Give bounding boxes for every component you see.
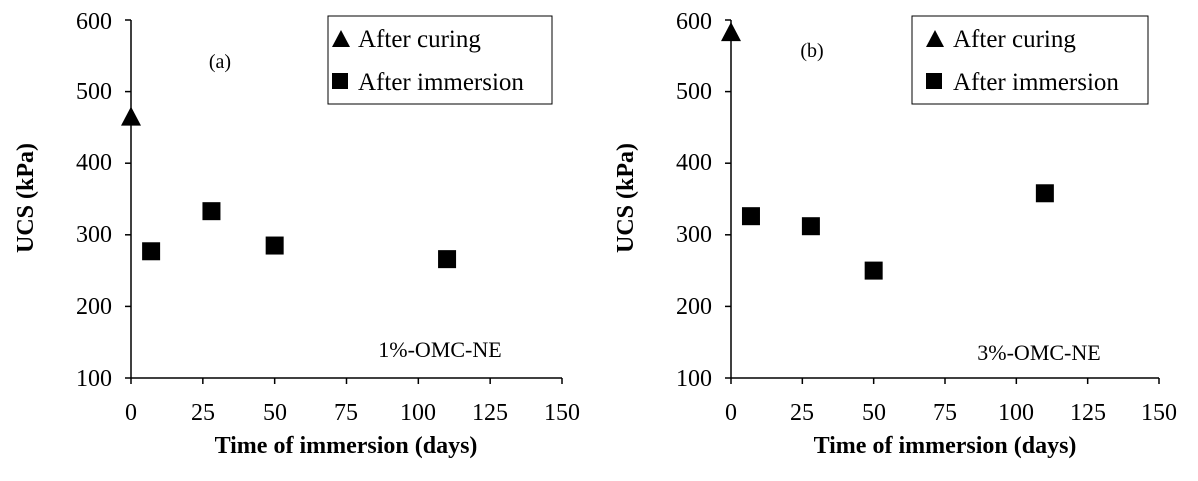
data-point-triangle [721, 22, 741, 42]
legend-frame [911, 15, 1149, 105]
x-tick-label: 0 [125, 400, 137, 426]
y-tick-label: 100 [676, 366, 712, 392]
legend-label: After curing [953, 26, 1076, 53]
panel-label: (a) [209, 51, 231, 73]
y-tick-label: 600 [76, 9, 112, 35]
y-tick-label: 100 [76, 366, 112, 392]
panel-label: (b) [800, 40, 823, 62]
y-tick-label: 600 [676, 9, 712, 35]
x-tick-label: 25 [790, 400, 814, 426]
data-point-square [438, 250, 457, 269]
legend-triangle-icon [332, 30, 350, 47]
y-tick-label: 200 [76, 294, 112, 320]
x-tick-label: 125 [472, 400, 508, 426]
x-tick-label: 150 [544, 400, 580, 426]
legend-square-icon [926, 73, 942, 89]
x-tick-label: 75 [334, 400, 358, 426]
x-tick-label: 100 [400, 400, 436, 426]
x-tick-label: 75 [933, 400, 957, 426]
y-tick-label: 500 [76, 79, 112, 105]
y-tick-label: 200 [676, 294, 712, 320]
y-tick-label: 400 [676, 150, 712, 176]
y-tick-label: 300 [76, 222, 112, 248]
data-point-square [142, 242, 161, 261]
legend: After curing After immersion [911, 15, 1149, 105]
data-point-square [265, 236, 284, 255]
legend-label: After immersion [953, 69, 1119, 96]
y-tick-label: 400 [76, 150, 112, 176]
y-axis-title: UCS (kPa) [13, 143, 39, 253]
x-tick-label: 0 [725, 400, 737, 426]
data-point-square [864, 261, 883, 280]
data-point-square [1035, 184, 1054, 203]
x-axis-title: Time of immersion (days) [814, 433, 1077, 459]
legend: After curing After immersion [327, 15, 553, 105]
legend-label: After immersion [358, 69, 524, 96]
legend-label: After curing [358, 26, 481, 53]
legend-frame [327, 15, 553, 105]
x-tick-label: 50 [862, 400, 886, 426]
x-tick-label: 125 [1070, 400, 1106, 426]
sample-annotation: 3%-OMC-NE [977, 340, 1100, 365]
x-axis-title: Time of immersion (days) [215, 433, 478, 459]
data-point-triangle [121, 106, 141, 126]
data-point-square [202, 202, 221, 221]
data-point-square [801, 217, 820, 236]
data-point-square [741, 207, 760, 226]
x-tick-label: 150 [1141, 400, 1177, 426]
x-tick-label: 100 [998, 400, 1034, 426]
legend-square-icon [332, 73, 348, 89]
x-tick-label: 50 [263, 400, 287, 426]
y-tick-label: 300 [676, 222, 712, 248]
chart-panel-b: 100 200 300 400 500 600 0 25 50 75 100 1… [613, 9, 1177, 459]
legend-triangle-icon [926, 30, 944, 47]
y-axis-title: UCS (kPa) [613, 143, 639, 253]
sample-annotation: 1%-OMC-NE [378, 337, 501, 362]
x-tick-label: 25 [191, 400, 215, 426]
chart-panel-a: 100 200 300 400 500 600 0 25 50 75 100 1… [13, 9, 580, 459]
y-tick-label: 500 [676, 79, 712, 105]
